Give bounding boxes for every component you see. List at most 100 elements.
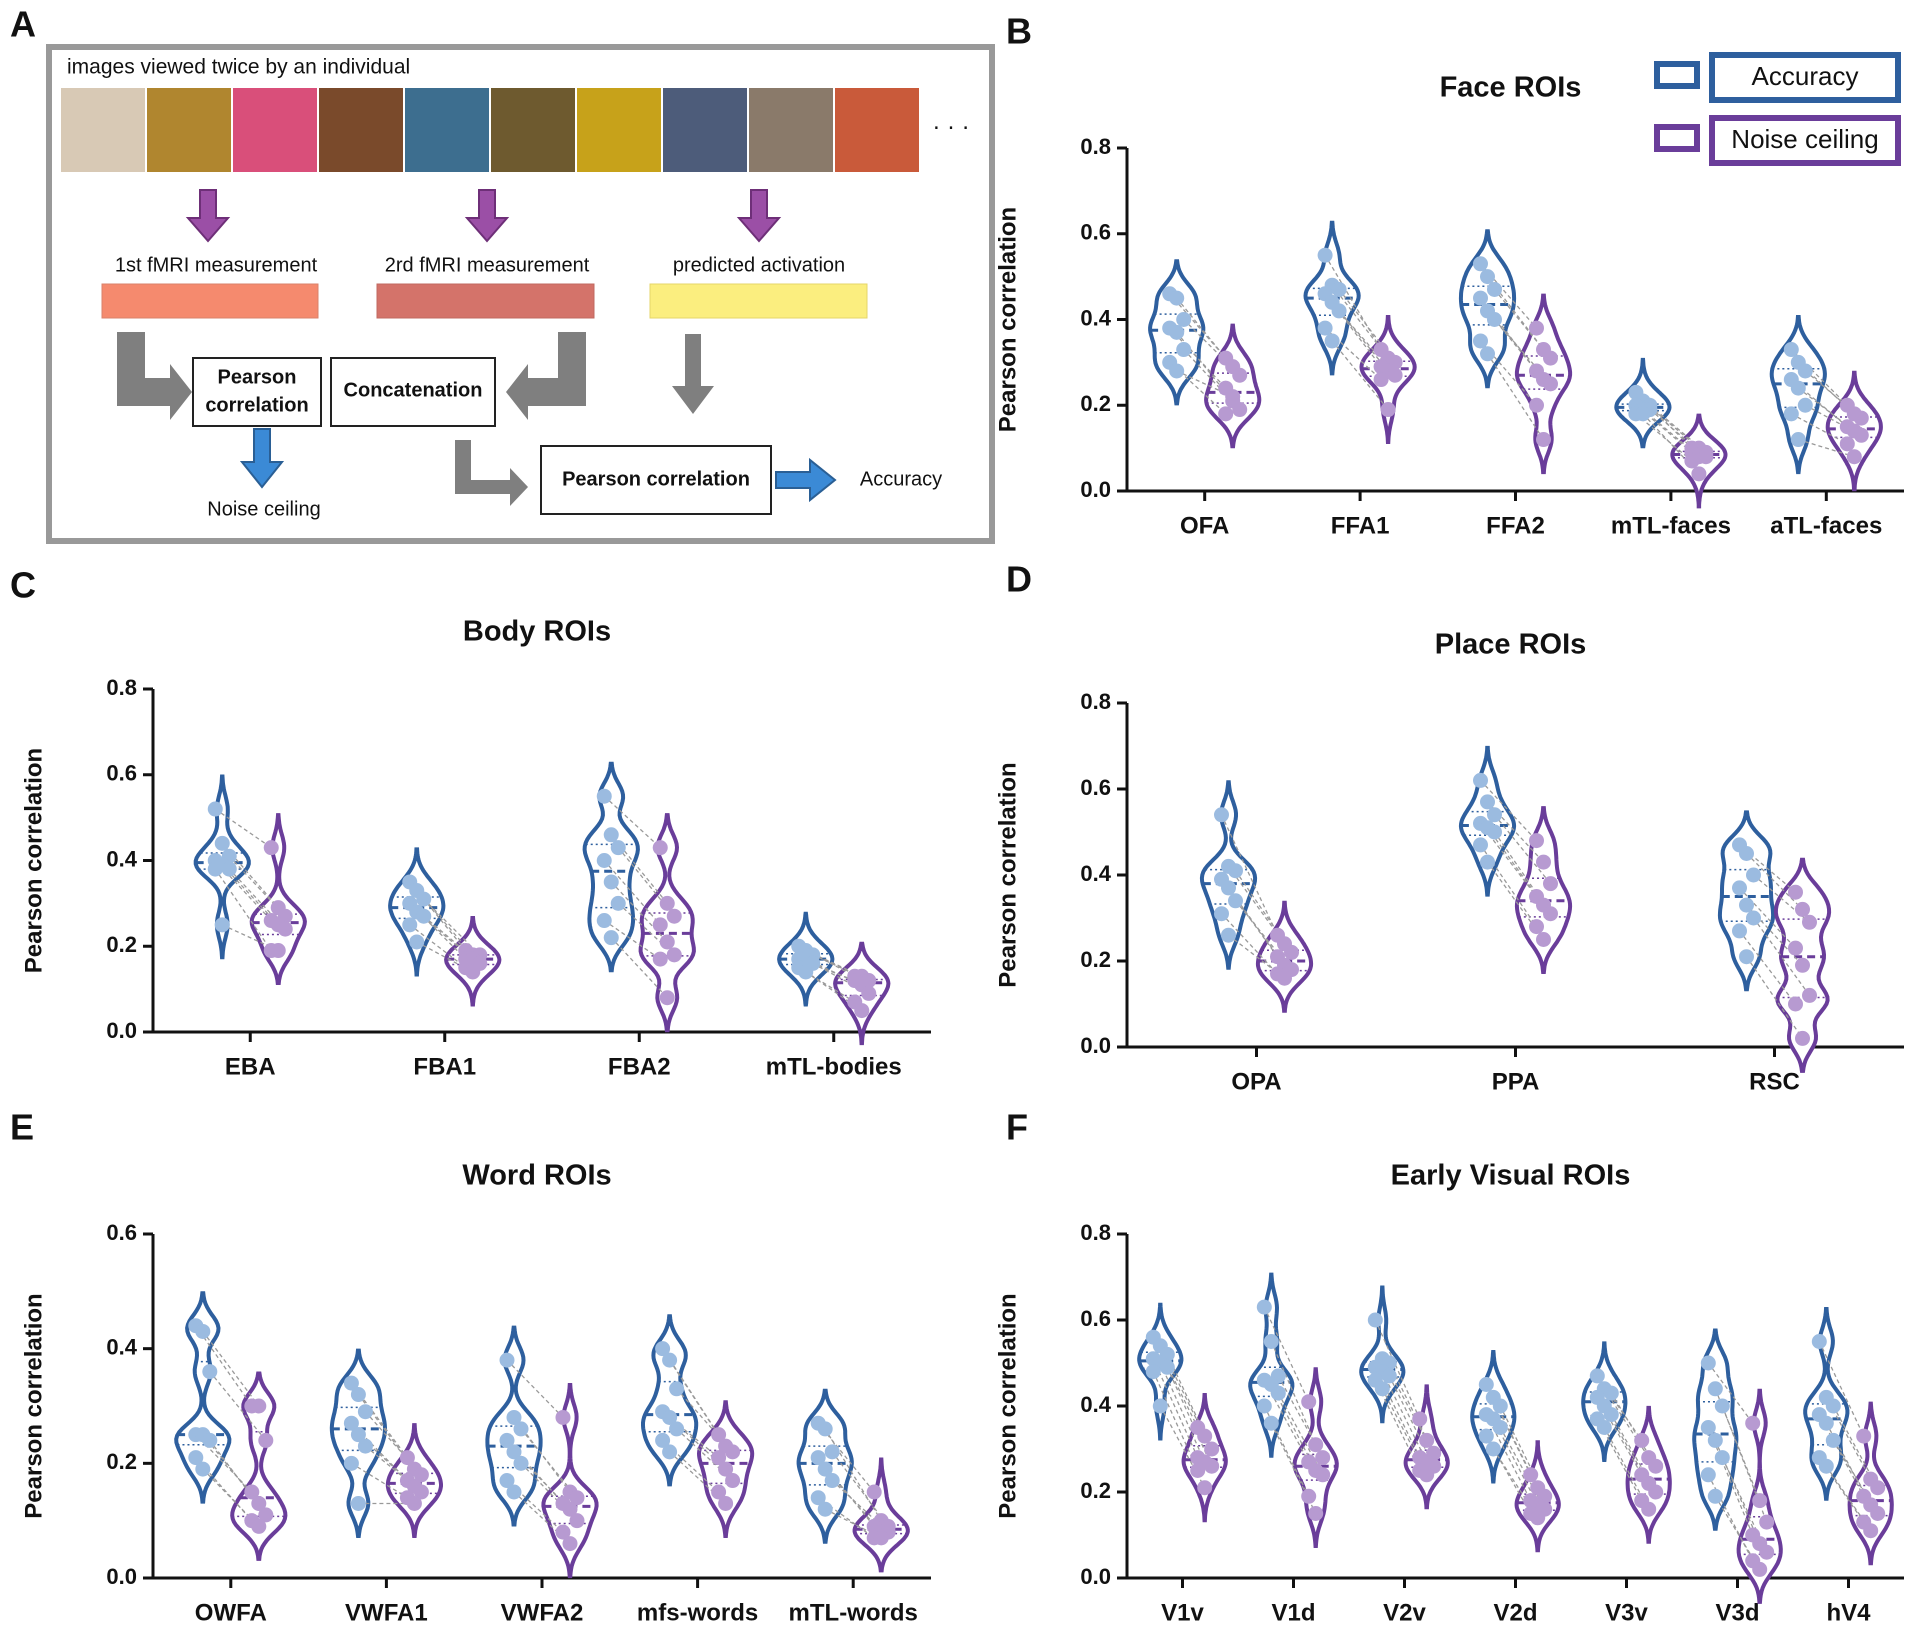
data-point: [817, 1421, 833, 1437]
data-point: [1788, 884, 1803, 900]
data-point: [1374, 1381, 1390, 1397]
data-point: [214, 917, 230, 933]
x-tick-label: OFA: [1180, 512, 1229, 539]
pair-line: [506, 1359, 564, 1418]
pair-line: [1745, 956, 1804, 1039]
data-point: [506, 1484, 522, 1500]
data-point: [569, 1513, 585, 1529]
data-point: [1529, 320, 1544, 336]
pair-line: [1499, 1405, 1546, 1497]
data-point: [251, 1398, 267, 1414]
y-tick-label: 0.0: [106, 1564, 137, 1589]
data-point: [1698, 449, 1714, 465]
box-label: correlation: [205, 394, 308, 416]
data-point: [1317, 247, 1333, 263]
data-point: [1802, 987, 1817, 1003]
data-point: [662, 1444, 678, 1460]
data-point: [1232, 367, 1248, 383]
caption: images viewed twice by an individual: [67, 56, 410, 79]
data-point: [1480, 269, 1495, 285]
x-tick-label: VWFA1: [345, 1599, 428, 1626]
pair-line: [1234, 870, 1293, 953]
data-point: [350, 1495, 366, 1511]
data-point: [662, 1352, 678, 1368]
data-point: [244, 1484, 260, 1500]
pair-line: [1388, 1362, 1435, 1454]
chart-title: Place ROIs: [1435, 629, 1587, 661]
data-point: [207, 861, 223, 877]
data-point: [1190, 1463, 1206, 1478]
data-point: [1839, 436, 1855, 452]
data-point: [854, 1003, 870, 1019]
data-point: [1634, 1432, 1650, 1448]
pair-line: [1738, 930, 1797, 1005]
y-axis-label: Pearson correlation: [994, 1293, 1021, 1518]
data-point: [1752, 1561, 1768, 1577]
data-point: [1603, 1407, 1619, 1423]
process-box: [330, 357, 496, 427]
x-tick-label: FBA2: [608, 1053, 671, 1080]
x-tick-label: V1d: [1271, 1599, 1315, 1626]
data-point: [416, 891, 432, 907]
pair-line: [1790, 379, 1848, 428]
pair-line: [1220, 814, 1279, 936]
data-point: [1870, 1506, 1886, 1521]
pair-line: [1635, 404, 1693, 453]
data-point: [1145, 1364, 1161, 1380]
pair-line: [1493, 814, 1552, 885]
data-point: [1478, 1377, 1494, 1392]
data-point: [1759, 1544, 1775, 1560]
y-tick-label: 0.0: [1080, 477, 1111, 502]
pair-line: [1798, 438, 1855, 458]
data-point: [1732, 923, 1747, 939]
pair-line: [1642, 409, 1700, 458]
data-point: [1684, 453, 1700, 469]
y-tick-label: 0.4: [1080, 861, 1111, 886]
data-point: [263, 840, 279, 856]
data-point: [1783, 342, 1799, 358]
data-point: [1739, 846, 1754, 861]
pair-line: [1635, 413, 1693, 462]
data-point: [1529, 833, 1544, 849]
data-point: [499, 1473, 515, 1489]
data-point: [1818, 1415, 1834, 1431]
data-point: [1543, 376, 1558, 392]
pair-line: [351, 1462, 408, 1499]
pair-line: [423, 915, 481, 964]
data-point: [1197, 1428, 1213, 1444]
pair-line: [1324, 327, 1382, 381]
data-point: [406, 1495, 422, 1511]
diagram-frame: [46, 44, 995, 544]
data-point: [1797, 363, 1813, 379]
data-point: [1301, 1488, 1317, 1504]
data-point: [810, 1450, 826, 1466]
data-point: [402, 917, 418, 933]
data-point: [652, 951, 668, 967]
data-point: [1381, 1368, 1397, 1384]
x-tick-label: aTL-faces: [1770, 512, 1882, 539]
data-point: [1795, 957, 1810, 973]
data-point: [555, 1524, 571, 1540]
x-tick-label: V3v: [1605, 1599, 1648, 1626]
data-point: [1543, 876, 1558, 892]
data-point: [1270, 1385, 1286, 1401]
pair-line: [195, 1325, 253, 1407]
data-point: [873, 1530, 889, 1546]
data-point: [1870, 1480, 1886, 1496]
x-tick-label: PPA: [1492, 1068, 1540, 1095]
data-point: [1480, 346, 1495, 362]
data-point: [1480, 854, 1495, 870]
pair-line: [195, 1434, 253, 1493]
pair-line: [1746, 853, 1803, 910]
data-point: [1419, 1432, 1435, 1448]
data-point: [1301, 1394, 1317, 1410]
data-point: [1204, 1458, 1220, 1474]
data-point: [258, 1507, 274, 1523]
data-point: [1412, 1411, 1428, 1427]
y-tick-label: 0.0: [106, 1018, 137, 1043]
data-point: [1152, 1398, 1168, 1414]
data-point: [1492, 1398, 1508, 1414]
data-point: [1485, 1441, 1501, 1457]
data-point: [251, 1518, 267, 1534]
pair-line: [1270, 1341, 1317, 1445]
